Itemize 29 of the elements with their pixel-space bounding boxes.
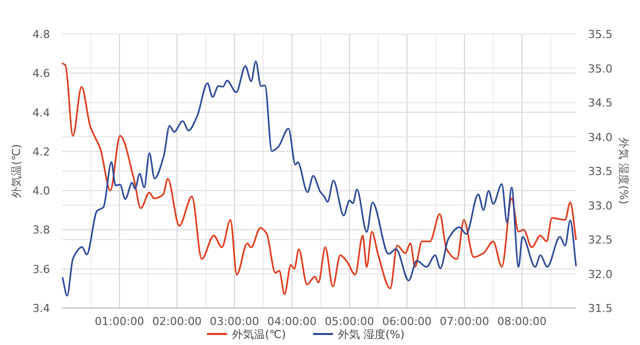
y2-tick-label: 31.5 bbox=[588, 302, 612, 315]
legend-label: 外気温(℃) bbox=[232, 328, 286, 341]
legend-label: 外気 湿度(%) bbox=[338, 328, 405, 341]
y2-tick-label: 35.5 bbox=[588, 28, 612, 41]
x-tick-label: 01:00:00 bbox=[94, 315, 144, 328]
y2-tick-label: 33.0 bbox=[588, 199, 612, 212]
y-tick-label: 4.2 bbox=[32, 145, 50, 158]
y-tick-label: 3.4 bbox=[32, 302, 50, 315]
y2-tick-label: 32.0 bbox=[588, 268, 612, 281]
x-tick-label: 04:00:00 bbox=[267, 315, 317, 328]
y-tick-label: 4.4 bbox=[32, 106, 50, 120]
x-tick-label: 03:00:00 bbox=[210, 315, 260, 328]
y2-tick-label: 32.5 bbox=[588, 234, 612, 246]
y2-tick-label: 34.0 bbox=[588, 130, 612, 144]
y2-tick-label: 33.5 bbox=[588, 165, 612, 178]
x-tick-label: 05:00:00 bbox=[324, 315, 374, 328]
y-tick-label: 4.0 bbox=[32, 184, 50, 198]
y2-tick-label: 35.0 bbox=[588, 62, 612, 76]
y-tick-label: 4.6 bbox=[32, 67, 50, 80]
y-tick-label: 4.8 bbox=[32, 28, 50, 41]
x-tick-label: 07:00:00 bbox=[440, 315, 490, 328]
y-tick-label: 3.6 bbox=[32, 262, 50, 276]
y-tick-label: 3.8 bbox=[32, 224, 50, 237]
x-tick-label: 06:00:00 bbox=[382, 315, 432, 328]
y-axis-title: 外気温(℃) bbox=[10, 144, 23, 198]
y2-axis-title: 外気 湿度(%) bbox=[617, 138, 630, 204]
x-tick-label: 02:00:00 bbox=[152, 315, 202, 328]
y2-tick-label: 34.5 bbox=[588, 96, 612, 110]
x-tick-label: 08:00:00 bbox=[497, 315, 547, 328]
